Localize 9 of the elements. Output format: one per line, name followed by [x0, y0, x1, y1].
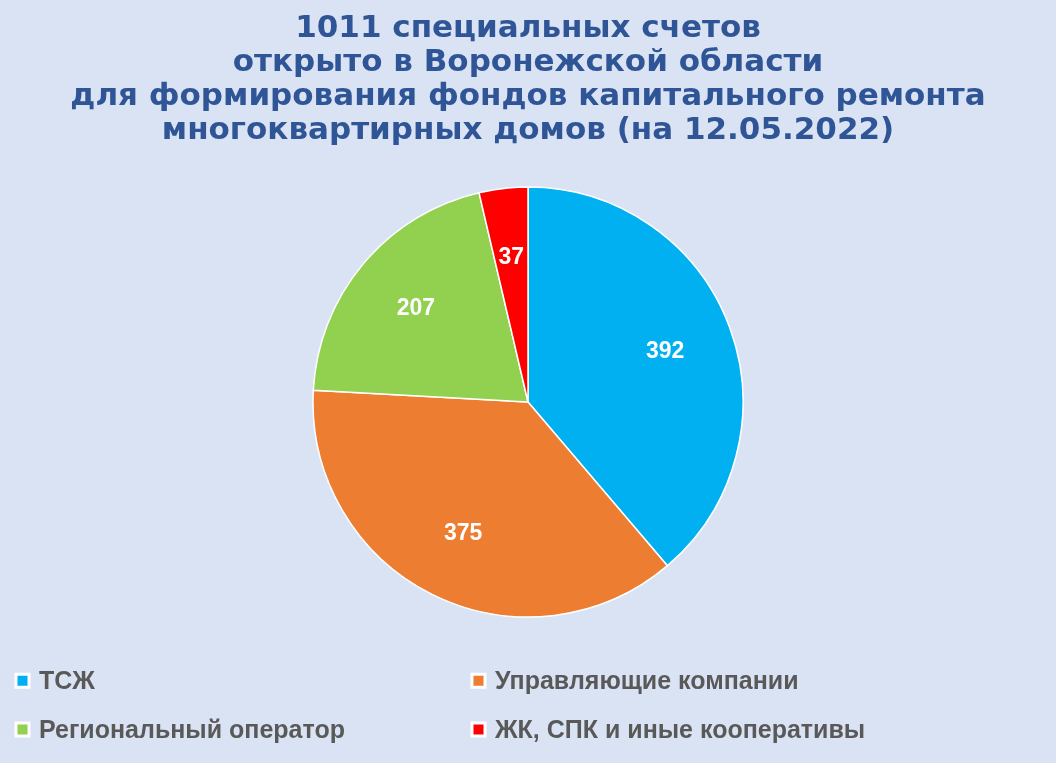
data-label: 392	[646, 337, 685, 364]
chart-title: 1011 специальных счетов открыто в Воронежской области для формирования фондов капитального ремонта многоквартирных домов (на 12.05.2022)	[70, 8, 986, 146]
legend-label: ЖК, СПК и иные кооперативы	[494, 714, 866, 743]
legend-label: ТСЖ	[39, 665, 96, 694]
legend-label: Управляющие компании	[495, 665, 799, 694]
data-label: 207	[396, 294, 436, 321]
legend-label: Региональный оператор	[39, 714, 345, 743]
data-label: 375	[443, 519, 483, 546]
data-label: 37	[498, 242, 525, 269]
